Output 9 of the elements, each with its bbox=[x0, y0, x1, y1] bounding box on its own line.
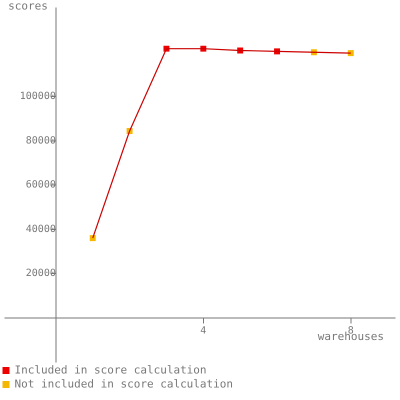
y-tick-label: 80000 bbox=[26, 135, 56, 146]
y-tick-label: 60000 bbox=[26, 180, 56, 191]
legend-label: Included in score calculation bbox=[14, 363, 207, 376]
x-tick-label: 4 bbox=[200, 325, 206, 336]
y-axis-title: scores bbox=[8, 0, 48, 12]
y-tick-label: 20000 bbox=[26, 268, 56, 280]
legend-label: Not included in score calculation bbox=[14, 377, 234, 390]
y-tick-label: 40000 bbox=[26, 224, 56, 235]
y-tick-label: 100000 bbox=[20, 91, 56, 102]
